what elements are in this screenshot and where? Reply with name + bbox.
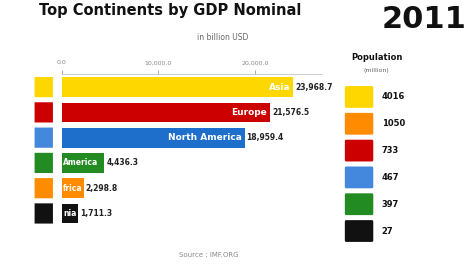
Text: 4016: 4016 [382,93,405,101]
FancyBboxPatch shape [35,153,53,173]
Text: 23,968.7: 23,968.7 [295,83,332,92]
Text: frica: frica [63,184,82,193]
Text: 397: 397 [382,200,399,209]
Text: Top Continents by GDP Nominal: Top Continents by GDP Nominal [39,3,302,18]
FancyBboxPatch shape [345,140,373,161]
Bar [62,178,84,198]
Text: Source : IMF.ORG: Source : IMF.ORG [179,252,238,258]
Text: (million): (million) [364,68,390,73]
Text: 4,436.3: 4,436.3 [106,159,138,167]
Text: 1050: 1050 [382,119,405,128]
Text: Asia: Asia [269,83,290,92]
Text: 2,298.8: 2,298.8 [86,184,118,193]
FancyBboxPatch shape [345,86,373,108]
Text: Europe: Europe [231,108,267,117]
Text: 21,576.5: 21,576.5 [272,108,309,117]
Text: 27: 27 [382,227,393,235]
Text: North America: North America [168,133,242,142]
Text: nia: nia [63,209,76,218]
Text: 1,711.3: 1,711.3 [80,209,112,218]
Bar [62,128,245,148]
FancyBboxPatch shape [35,203,53,223]
Text: America: America [63,159,98,167]
FancyBboxPatch shape [345,167,373,188]
Text: in billion USD: in billion USD [197,33,248,42]
Text: 733: 733 [382,146,399,155]
Bar [62,77,293,97]
Text: 467: 467 [382,173,399,182]
FancyBboxPatch shape [35,102,53,122]
Bar [62,102,270,122]
FancyBboxPatch shape [345,113,373,135]
Bar [62,203,78,223]
Bar [62,153,104,173]
FancyBboxPatch shape [35,178,53,198]
FancyBboxPatch shape [345,193,373,215]
FancyBboxPatch shape [345,220,373,242]
Text: 2011: 2011 [382,5,467,34]
FancyBboxPatch shape [35,77,53,97]
Text: 18,959.4: 18,959.4 [246,133,284,142]
Text: Population: Population [351,53,402,62]
FancyBboxPatch shape [35,128,53,148]
